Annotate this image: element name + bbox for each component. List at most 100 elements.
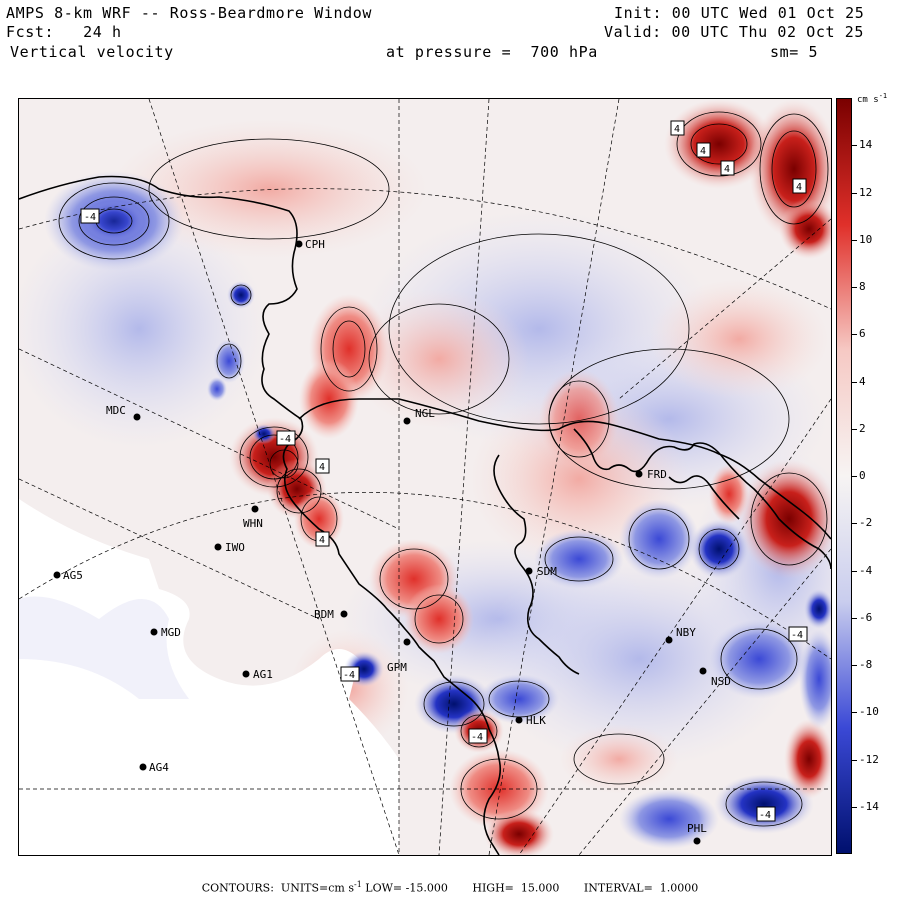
forecast-hours: 24 h [83,23,122,41]
station-dot-phl[interactable] [693,837,701,845]
station-label-cph: CPH [305,238,325,251]
station-label-nby: NBY [676,626,696,639]
contour-label: -4 [471,732,483,743]
station-dot-nby[interactable] [665,636,673,644]
colorbar-tick-label: 10 [859,232,873,246]
station-label-ngl: NGL [415,407,435,420]
station-dot-ngl[interactable] [403,417,411,425]
pressure-level: at pressure = 700 hPa [386,43,598,61]
station-label-iwo: IWO [225,541,245,554]
colorbar-tick-mark [852,523,857,525]
station-markers: CPH MDC NGL WHN IWO AG5 MGD AG1 AG4 BDM … [53,238,731,845]
station-dot-cph[interactable] [295,240,303,248]
colorbar-tick-label: 12 [859,185,873,199]
colorbar-tick-mark [852,570,857,572]
low-value: -15.000 [405,881,448,895]
colorbar-tick-label: 4 [859,374,866,388]
colorbar-tick-label: -10 [859,705,879,719]
pressure-label: at pressure = [386,43,512,61]
station-dot-sdm[interactable] [525,567,533,575]
contour-value-labels: -4 4 4 4 4 -4 4 4 -4 -4 -4 -4 [80,120,808,822]
init-label: Init: [614,4,663,22]
station-label-ag4: AG4 [149,761,169,774]
station-dot-mdc[interactable] [133,413,141,421]
contour-info-footer: CONTOURS: UNITS=cm s-1 LOW= -15.000 HIGH… [0,880,900,895]
station-dot-bdm[interactable] [340,610,348,618]
colorbar-tick-mark [852,712,857,714]
colorbar-tick-mark [852,381,857,383]
colorbar-tick-mark [852,239,857,241]
interval-label: INTERVAL= [583,881,653,895]
graticule [19,99,831,855]
contour-label: 4 [319,535,325,546]
station-dot-ag1[interactable] [242,670,250,678]
contour-label: 4 [319,462,325,473]
contour-label: 4 [674,124,680,135]
contour-label: 4 [796,182,802,193]
contour-label: -4 [279,434,291,445]
vertical-velocity-map[interactable]: CPH MDC NGL WHN IWO AG5 MGD AG1 AG4 BDM … [19,99,831,855]
station-label-sdm: SDM [537,565,557,578]
colorbar-tick-mark [852,617,857,619]
valid-value: 00 UTC Thu 02 Oct 25 [671,23,865,41]
contour-lines [58,111,829,827]
interval-value: 1.0000 [659,881,699,895]
colorbar-tick-label: 8 [859,280,866,293]
colorbar-tick-label: 0 [859,469,866,482]
station-label-ag1: AG1 [253,668,273,681]
low-label: LOW= [365,881,403,895]
station-label-nsd: NSD [711,675,731,688]
high-value: 15.000 [520,881,560,895]
colorbar-units-exp: -1 [878,92,888,100]
contours-label: CONTOURS: [201,881,274,895]
colorbar-tick-label: -8 [859,658,873,671]
station-dot-frd[interactable] [635,470,643,478]
smoothing-value: sm= 5 [770,43,819,61]
colorbar-tick-label: -4 [859,563,873,577]
station-label-hlk: HLK [526,714,546,727]
init-time: Init: 00 UTC Wed 01 Oct 25 [614,4,864,22]
station-dot-hlk[interactable] [515,716,523,724]
station-label-gpm: GPM [387,661,407,674]
valid-label: Valid: [604,23,662,41]
colorbar [836,98,852,854]
colorbar-tick-label: -12 [859,752,879,766]
colorbar-tick-mark [852,287,857,288]
station-dot-mgd[interactable] [150,628,158,636]
colorbar-tick-mark [852,334,857,336]
station-dot-ag5[interactable] [53,571,61,579]
colorbar-tick-label: -14 [859,799,879,813]
high-label: HIGH= [472,881,514,895]
station-label-ag5: AG5 [63,569,83,582]
colorbar-tick-mark [852,192,857,194]
station-label-whn: WHN [243,517,263,530]
colorbar-tick-label: 14 [859,138,873,152]
station-label-frd: FRD [647,468,667,481]
station-dot-ag4[interactable] [139,763,147,771]
station-dot-nsd[interactable] [699,667,707,675]
colorbar-tick-mark [852,145,857,147]
station-label-mgd: MGD [161,626,181,639]
contour-label: 4 [700,146,706,157]
valid-time: Valid: 00 UTC Thu 02 Oct 25 [604,23,864,41]
variable-name: Vertical velocity [10,43,174,61]
pressure-value: 700 hPa [530,43,598,61]
colorbar-tick-label: 2 [859,421,866,435]
station-dot-whn[interactable] [251,505,259,513]
no-data-region [19,499,399,855]
colorbar-tick-label: -6 [859,610,873,624]
map-title: AMPS 8-km WRF -- Ross-Beardmore Window [6,4,372,22]
station-dot-gpm[interactable] [403,638,411,646]
station-dot-iwo[interactable] [214,543,222,551]
contour-label: -4 [791,630,803,641]
station-label-bdm: BDM [314,608,334,621]
init-value: 00 UTC Wed 01 Oct 25 [671,4,865,22]
colorbar-tick-label: 6 [859,327,866,341]
colorbar-tick-mark [852,759,857,761]
map-panel[interactable]: CPH MDC NGL WHN IWO AG5 MGD AG1 AG4 BDM … [18,98,832,856]
colorbar-tick-label: -2 [859,516,873,530]
station-label-mdc: MDC [106,404,126,417]
units-label: UNITS=cm s [280,881,354,895]
colorbar-tick-mark [852,665,857,666]
station-label-phl: PHL [687,822,707,835]
